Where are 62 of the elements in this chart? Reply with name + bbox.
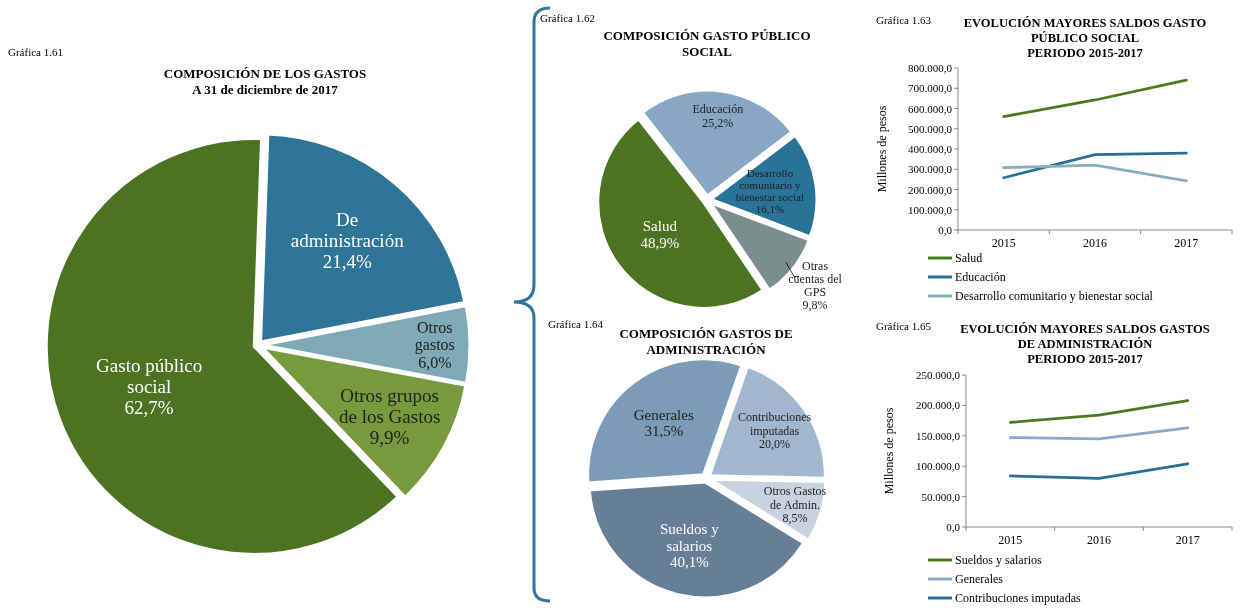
y-tick-label: 200.000,0 [916, 399, 961, 412]
x-tick-label: 2015 [998, 533, 1023, 547]
y-tick-label: 100.000,0 [908, 203, 953, 216]
data-label: 8,5% [782, 510, 808, 525]
x-tick-label: 2016 [1087, 533, 1111, 547]
y-tick-label: 300.000,0 [908, 163, 953, 176]
y-axis-title: Millones de pesos [875, 105, 889, 193]
slice-label: Contribuciones imputadas [737, 410, 812, 438]
legend-label: Sueldos y salarios [955, 553, 1042, 567]
legend-label: Educación [955, 270, 1006, 284]
x-tick-label: 2016 [1083, 236, 1107, 250]
slice-label: Gasto público social [96, 355, 203, 398]
data-label: 48,9% [640, 234, 680, 251]
data-label: 6,0% [418, 353, 452, 371]
y-tick-label: 400.000,0 [908, 143, 953, 155]
data-label: 9,9% [369, 426, 410, 448]
data-label: 40,1% [669, 554, 709, 571]
chart-title: COMPOSICIÓN GASTO PÚBLICO SOCIAL [603, 28, 811, 59]
slice-label: Sueldos y salarios [659, 521, 720, 554]
slice-label: Otros gastos [414, 318, 455, 355]
legend-label: Generales [955, 572, 1004, 586]
slice-label: Otras cuentas del GPS [788, 258, 843, 300]
data-label: 21,4% [322, 251, 372, 273]
y-tick-label: 0,0 [938, 224, 953, 236]
y-tick-label: 50.000,0 [921, 490, 961, 503]
legend-label: Salud [955, 251, 983, 265]
y-tick-label: 0,0 [946, 521, 961, 533]
legend-label: Desarrollo comunitario y bienestar social [955, 289, 1154, 303]
slice-label: Generales [633, 406, 694, 423]
slice-label: Salud [642, 218, 678, 235]
slice-label: Otros Gastos de Admin. [763, 484, 827, 512]
slice-label: Otros grupos de los Gastos [339, 385, 441, 428]
y-tick-label: 100.000,0 [916, 460, 961, 473]
chart-title: COMPOSICIÓN DE LOS GASTOS A 31 de diciembre de 2017 [163, 66, 367, 97]
y-axis-title: Millones de pesos [882, 407, 896, 495]
chart-title: EVOLUCIÓN MAYORES SALDOS GASTO PÚBLICO SOCIAL PERIODO 2015-2017 [963, 16, 1207, 60]
y-tick-label: 250.000,0 [916, 369, 961, 381]
data-label: 62,7% [124, 397, 174, 419]
legend-label: Contribuciones imputadas [955, 591, 1081, 605]
data-label: 31,5% [644, 423, 684, 440]
x-tick-label: 2017 [1174, 236, 1199, 250]
y-tick-label: 200.000,0 [908, 183, 953, 196]
y-tick-label: 700.000,0 [908, 82, 953, 95]
data-label: 16,1% [755, 202, 785, 215]
y-tick-label: 150.000,0 [916, 429, 961, 442]
data-label: 25,2% [702, 115, 734, 130]
y-tick-label: 800.000,0 [908, 62, 953, 74]
x-tick-label: 2017 [1175, 533, 1200, 547]
x-tick-label: 2015 [991, 236, 1016, 250]
y-tick-label: 500.000,0 [908, 122, 953, 135]
slice-label: Desarrollo comunitario y bienestar social [735, 166, 804, 203]
chart-title: COMPOSICIÓN GASTOS DE ADMINISTRACIÓN [619, 326, 793, 357]
text: Gráfica 1.63 [876, 14, 932, 26]
slice-label: De administración [290, 209, 405, 252]
text: Gráfica 1.64 [548, 318, 604, 330]
text: Gráfica 1.62 [540, 12, 595, 24]
text: Gráfica 1.65 [876, 320, 932, 332]
chart-title: EVOLUCIÓN MAYORES SALDOS GASTOS DE ADMINISTRACIÓN PERIODO 2015-2017 [960, 322, 1210, 366]
data-label: 9,8% [802, 298, 828, 313]
y-tick-label: 600.000,0 [908, 102, 953, 115]
text: Gráfica 1.61 [8, 46, 63, 58]
slice-label: Educación [692, 102, 744, 117]
